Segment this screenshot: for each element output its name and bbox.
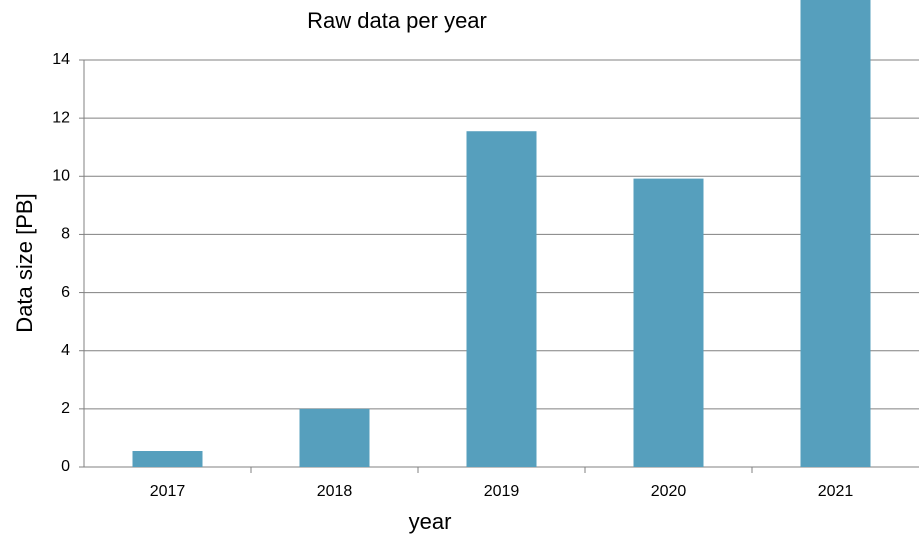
x-axis-label: year: [409, 509, 452, 534]
y-tick-label: 4: [61, 342, 70, 359]
bar: [633, 178, 704, 467]
x-tick-label: 2018: [317, 483, 353, 500]
x-tick-label: 2019: [484, 483, 520, 500]
bar: [800, 0, 871, 467]
y-axis-label: Data size [PB]: [12, 193, 37, 332]
bar: [466, 131, 537, 467]
y-tick-label: 6: [61, 284, 70, 301]
y-tick-label: 10: [52, 168, 70, 185]
bar: [132, 451, 203, 467]
x-tick-label: 2017: [150, 483, 186, 500]
chart-title: Raw data per year: [307, 8, 487, 33]
bar: [299, 408, 370, 467]
y-tick-label: 0: [61, 458, 70, 475]
y-tick-label: 2: [61, 400, 70, 417]
y-tick-label: 12: [52, 109, 70, 126]
x-tick-label: 2020: [651, 483, 687, 500]
x-tick-label: 2021: [818, 483, 854, 500]
y-tick-label: 8: [61, 226, 70, 243]
y-tick-label: 14: [52, 51, 70, 68]
